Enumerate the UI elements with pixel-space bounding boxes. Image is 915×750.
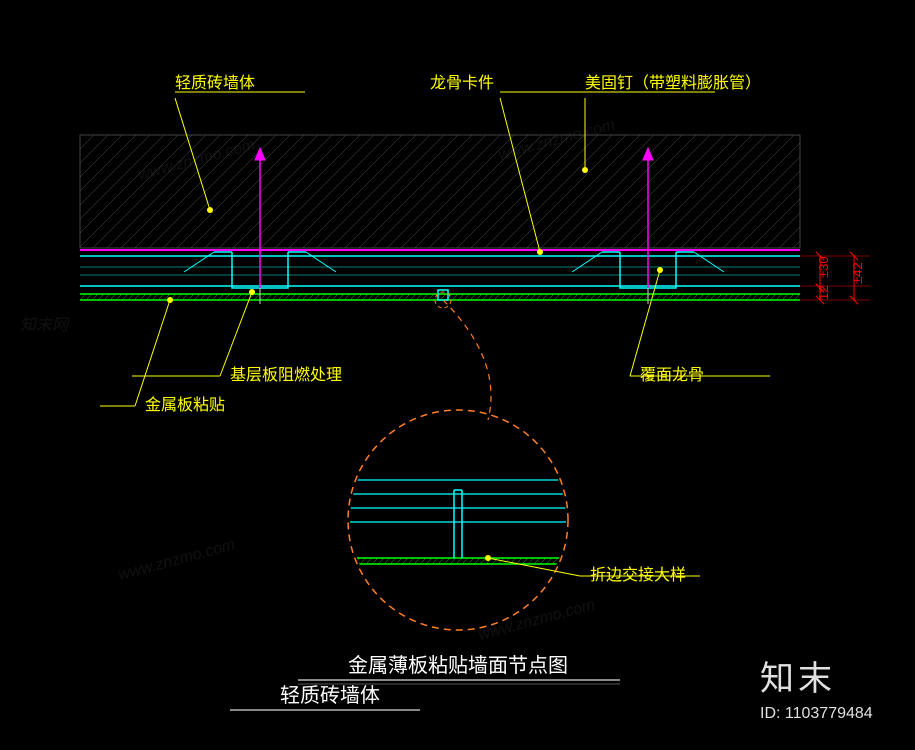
label-bot-0: 基层板阻燃处理 [230,366,342,384]
label-top-2: 美固钉（带塑料膨胀管） [585,74,761,92]
canvas-bg [0,0,915,750]
dim-label-0: 12 [816,286,831,300]
label-top-1: 龙骨卡件 [430,74,494,92]
watermark-4: 知末网 [20,316,70,334]
drawing-subtitle: 轻质砖墙体 [280,684,380,707]
label-bot-2: 金属板粘贴 [145,396,225,414]
label-top-0: 轻质砖墙体 [175,74,255,92]
dim-label-1: ±30 [816,256,831,278]
resource-id: ID: 1103779484 [760,705,873,722]
dim-label-2: ±42 [850,262,865,284]
label-bot-1: 覆面龙骨 [640,366,704,384]
brand-logo: 知末 [760,660,836,698]
detail-label: 折边交接大样 [590,566,686,584]
drawing-title: 金属薄板粘贴墙面节点图 [348,654,568,677]
